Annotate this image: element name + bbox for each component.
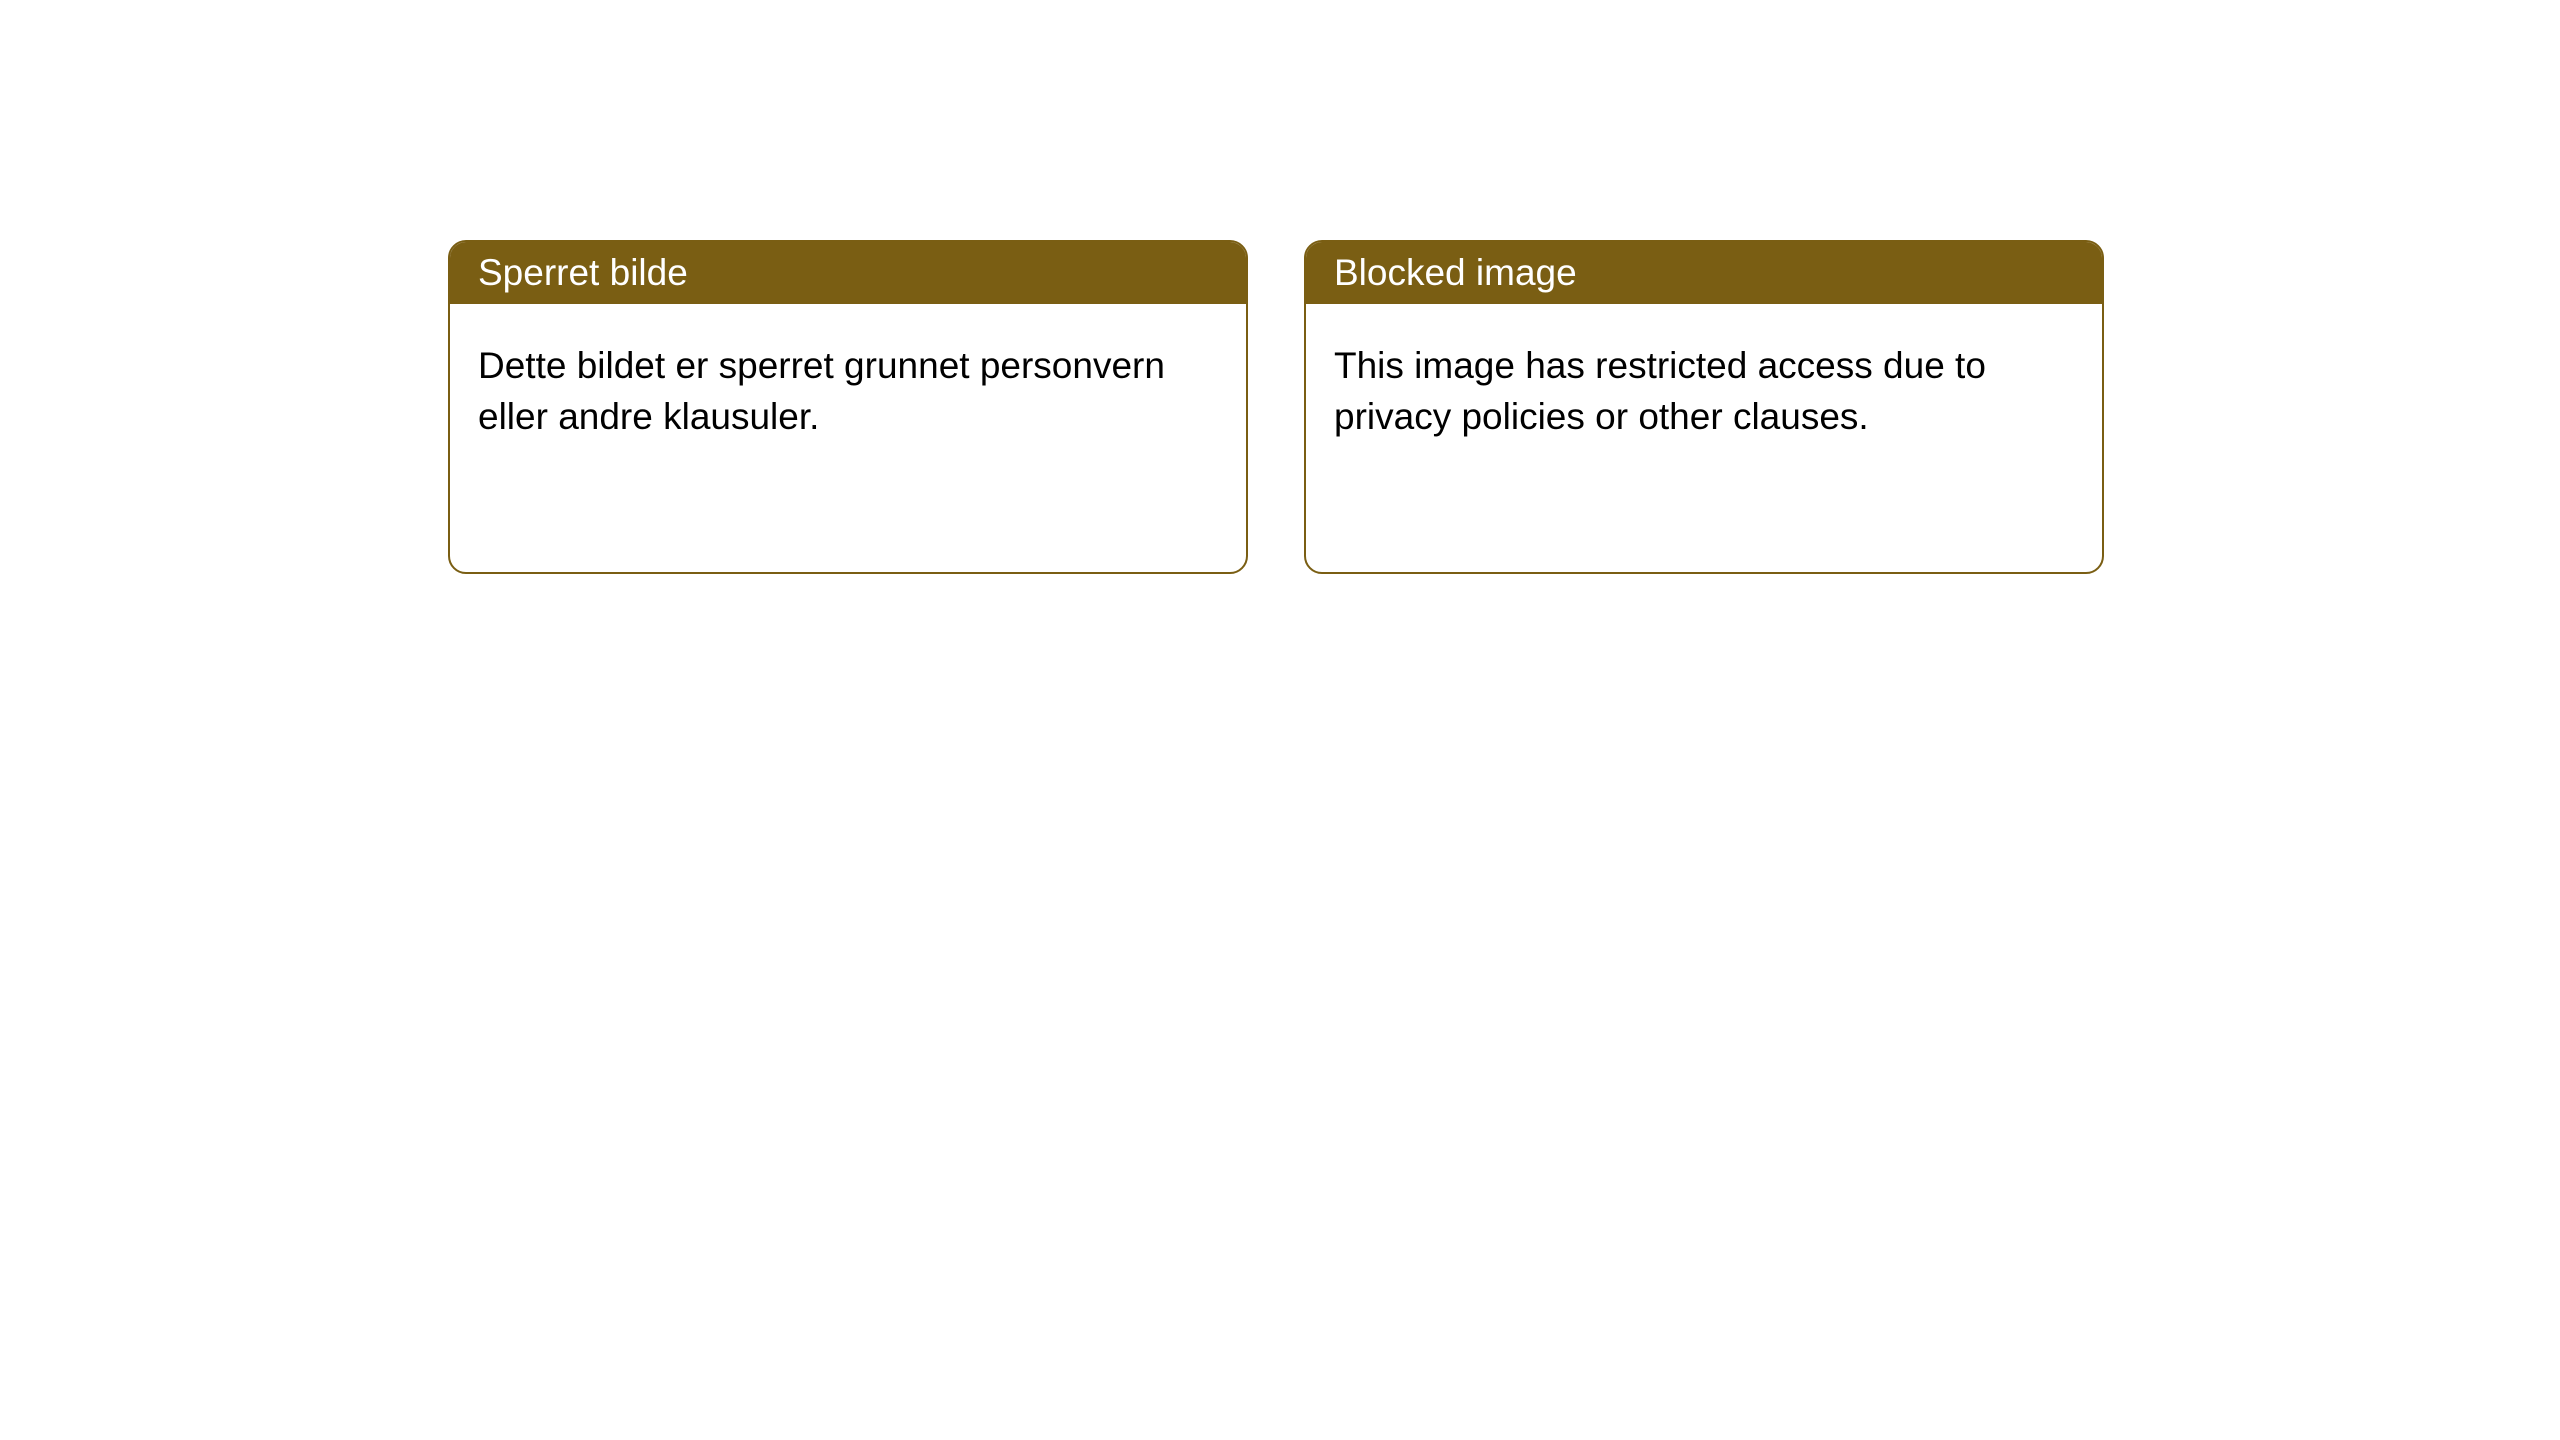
notice-box-norwegian: Sperret bilde Dette bildet er sperret gr… — [448, 240, 1248, 574]
notice-header-norwegian: Sperret bilde — [450, 242, 1246, 304]
notice-body-english: This image has restricted access due to … — [1306, 304, 2102, 478]
notice-body-norwegian: Dette bildet er sperret grunnet personve… — [450, 304, 1246, 478]
notice-header-english: Blocked image — [1306, 242, 2102, 304]
notice-text-norwegian: Dette bildet er sperret grunnet personve… — [478, 345, 1165, 437]
notice-title-english: Blocked image — [1334, 252, 1577, 293]
notice-text-english: This image has restricted access due to … — [1334, 345, 1986, 437]
notice-container: Sperret bilde Dette bildet er sperret gr… — [0, 0, 2560, 574]
notice-title-norwegian: Sperret bilde — [478, 252, 688, 293]
notice-box-english: Blocked image This image has restricted … — [1304, 240, 2104, 574]
